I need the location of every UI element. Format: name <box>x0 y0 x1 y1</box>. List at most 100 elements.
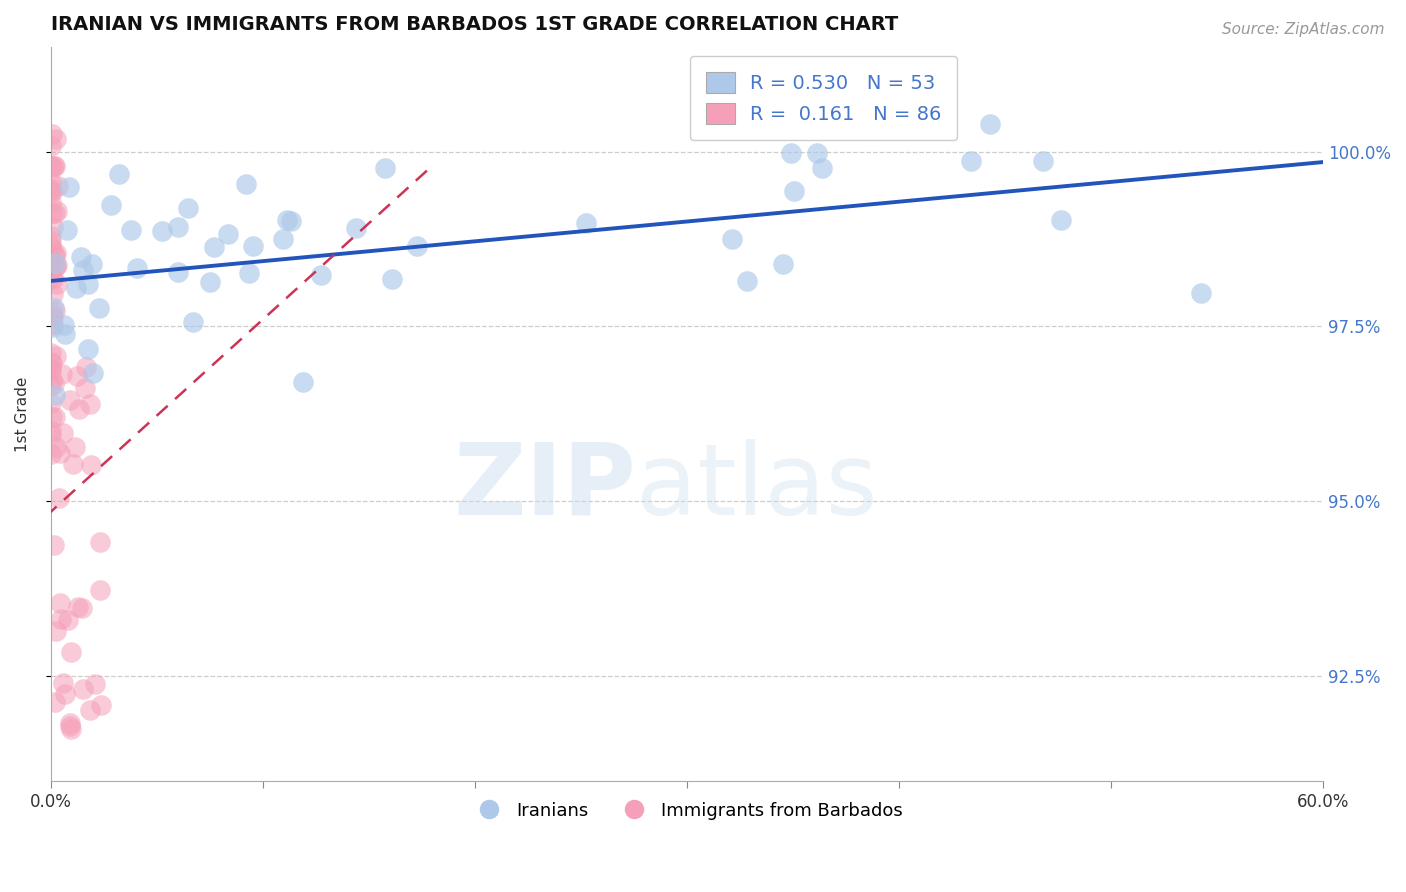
Point <box>45 259 67 273</box>
Y-axis label: 1st Grade: 1st Grade <box>15 376 30 451</box>
Point <box>90 698 112 713</box>
Point <box>48 491 70 506</box>
Point <box>75 381 97 395</box>
Point <box>39 239 62 253</box>
Point <box>72 601 94 615</box>
Point <box>79 703 101 717</box>
Point <box>177 201 200 215</box>
Point <box>62 457 84 471</box>
Point <box>39 428 62 442</box>
Point <box>39 378 62 392</box>
Point <box>202 240 225 254</box>
Point <box>238 265 260 279</box>
Point <box>49 612 72 626</box>
Point <box>41 372 63 386</box>
Point <box>63 440 86 454</box>
Point <box>59 716 82 731</box>
Point <box>52 318 75 332</box>
Point <box>735 274 758 288</box>
Point <box>39 229 62 244</box>
Point <box>45 203 67 218</box>
Point <box>167 265 190 279</box>
Point <box>44 256 66 270</box>
Point <box>39 138 62 153</box>
Point <box>41 243 63 257</box>
Point <box>59 645 82 659</box>
Point <box>39 159 62 173</box>
Point <box>42 319 65 334</box>
Point <box>60 723 83 737</box>
Point <box>959 153 981 168</box>
Point <box>41 318 63 332</box>
Point <box>45 349 67 363</box>
Point <box>45 440 67 454</box>
Point <box>44 248 66 262</box>
Point <box>79 397 101 411</box>
Point <box>41 356 63 370</box>
Point <box>59 719 82 733</box>
Point <box>167 219 190 234</box>
Point <box>44 694 66 708</box>
Point <box>309 268 332 282</box>
Point <box>280 214 302 228</box>
Point <box>45 132 67 146</box>
Point <box>979 117 1001 131</box>
Point <box>67 401 90 416</box>
Point <box>100 198 122 212</box>
Point <box>72 263 94 277</box>
Point <box>811 161 834 175</box>
Point <box>52 675 75 690</box>
Point <box>42 376 65 391</box>
Point <box>44 260 66 274</box>
Point <box>42 317 65 331</box>
Point <box>39 362 62 376</box>
Point <box>39 181 62 195</box>
Point <box>76 342 98 356</box>
Point <box>49 596 72 610</box>
Point <box>42 310 65 324</box>
Point <box>198 276 221 290</box>
Point <box>39 185 62 199</box>
Point <box>108 168 131 182</box>
Text: Source: ZipAtlas.com: Source: ZipAtlas.com <box>1222 22 1385 37</box>
Point <box>65 281 87 295</box>
Text: atlas: atlas <box>636 439 877 536</box>
Point <box>42 160 65 174</box>
Point <box>45 245 67 260</box>
Point <box>41 396 63 410</box>
Point <box>235 177 257 191</box>
Point <box>120 223 142 237</box>
Point <box>1032 154 1054 169</box>
Point <box>181 315 204 329</box>
Point <box>76 277 98 292</box>
Point <box>53 326 76 341</box>
Point <box>52 425 75 440</box>
Point <box>344 221 367 235</box>
Point <box>42 220 65 235</box>
Point <box>1050 213 1073 227</box>
Point <box>76 360 98 375</box>
Point <box>374 161 396 175</box>
Point <box>41 306 63 320</box>
Point <box>46 259 69 273</box>
Point <box>46 277 69 292</box>
Point <box>66 369 89 384</box>
Point <box>39 175 62 189</box>
Point <box>56 222 79 236</box>
Point <box>42 287 65 301</box>
Point <box>39 363 62 377</box>
Point <box>292 375 315 389</box>
Point <box>41 410 63 425</box>
Point <box>44 304 66 318</box>
Point <box>152 223 174 237</box>
Point <box>39 264 62 278</box>
Point <box>89 535 111 549</box>
Point <box>39 195 62 210</box>
Point <box>1189 285 1212 300</box>
Point <box>772 257 794 271</box>
Point <box>41 185 63 199</box>
Point <box>41 234 63 248</box>
Point <box>380 271 402 285</box>
Point <box>55 687 77 701</box>
Point <box>39 424 62 438</box>
